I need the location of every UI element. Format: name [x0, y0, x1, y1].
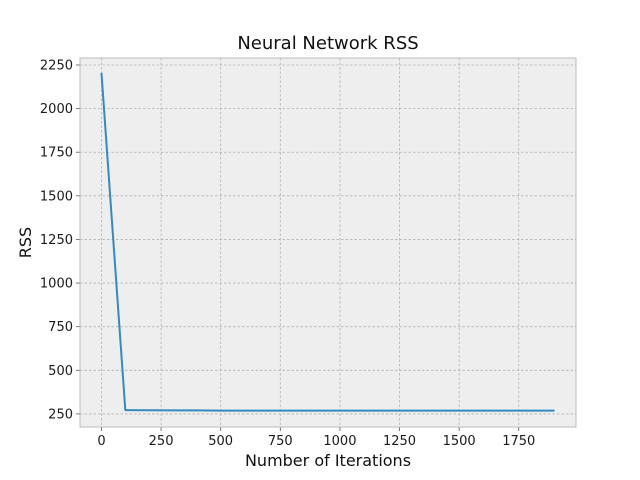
grid-lines: [80, 58, 576, 427]
rss-series-line: [100, 72, 555, 412]
x-tick-label: 1500: [443, 434, 476, 449]
plot-background: [80, 58, 576, 427]
x-tick-label: 500: [208, 434, 233, 449]
y-tick-label: 1750: [40, 146, 73, 161]
x-tick-label: 0: [97, 434, 105, 449]
y-axis-title: RSS: [16, 227, 35, 258]
y-tick-label: 2000: [40, 102, 73, 117]
x-tick-label: 1000: [323, 434, 356, 449]
y-tick-label: 250: [48, 407, 73, 422]
x-tick-label: 250: [149, 434, 174, 449]
y-tick-label: 750: [48, 320, 73, 335]
chart-title: Neural Network RSS: [237, 33, 418, 54]
plot-frame: [79, 57, 577, 428]
y-tick-label: 1250: [40, 233, 73, 248]
x-tick-label: 1750: [502, 434, 535, 449]
x-tick-label: 750: [268, 434, 293, 449]
x-tick-label: 1250: [383, 434, 416, 449]
y-tick-label: 2250: [40, 58, 73, 73]
series-layer: [100, 72, 555, 412]
y-tick-label: 1500: [40, 189, 73, 204]
y-tick-label: 500: [48, 364, 73, 379]
axis-ticks: 0 250 500 750 1000 1250 1500 1750 250 500 750 1000 1…: [40, 58, 535, 449]
y-tick-label: 1000: [40, 277, 73, 292]
x-axis-title: Number of Iterations: [245, 451, 411, 470]
